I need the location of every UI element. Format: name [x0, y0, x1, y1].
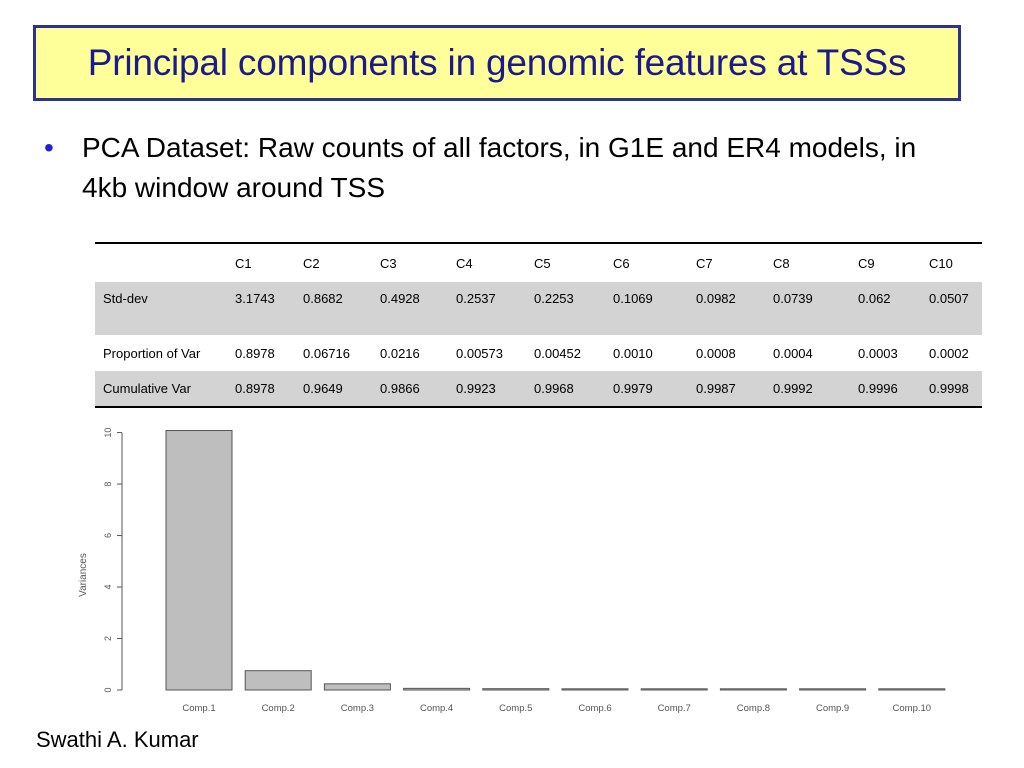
table-header-cell: C2	[303, 255, 320, 271]
table-cell: 0.2537	[448, 282, 526, 335]
table-cell: 0.9968	[526, 371, 605, 407]
y-tick-label: 4	[103, 585, 113, 590]
table-header-cell: C1	[235, 255, 252, 271]
table-header-cell: C5	[534, 255, 551, 271]
table-cell: 3.1743	[227, 282, 295, 335]
table-cell: 0.9866	[372, 371, 448, 407]
x-category-label: Comp.1	[182, 703, 215, 714]
bullet-item: • PCA Dataset: Raw counts of all factors…	[44, 128, 974, 208]
y-tick-label: 0	[103, 687, 113, 692]
bar-comp-4	[403, 687, 471, 691]
table-header-cell: C4	[456, 255, 473, 271]
bullet-text: PCA Dataset: Raw counts of all factors, …	[82, 132, 917, 203]
x-category-label: Comp.3	[341, 703, 374, 714]
x-category-label: Comp.8	[737, 703, 770, 714]
title-box: Principal components in genomic features…	[33, 25, 961, 101]
table-cell: 0.9923	[448, 371, 526, 407]
table-cell: Cumulative Var	[95, 371, 227, 407]
table-cell: 0.9998	[921, 371, 982, 407]
x-category-label: Comp.7	[658, 703, 691, 714]
x-category-label: Comp.4	[420, 703, 453, 714]
y-axis-label: Variances	[78, 553, 89, 597]
table-cell: 0.06716	[303, 345, 350, 361]
table-header-cell	[95, 243, 227, 282]
bar-comp-8	[719, 688, 787, 691]
bar-comp-9	[799, 688, 867, 691]
table-row: Std-dev 3.1743 0.8682 0.4928 0.2537 0.22…	[95, 282, 982, 335]
bar-comp-2	[244, 670, 312, 691]
table-header-cell: C9	[858, 255, 875, 271]
table-cell: 0.0982	[688, 282, 765, 335]
table-cell: 0.8682	[295, 282, 372, 335]
table-cell: 0.00573	[456, 345, 503, 361]
variance-bar-chart: 0 2 4 6 8 10 Variances Comp.1 Comp.2 Comp.3 Comp.4…	[78, 428, 946, 714]
table-cell: 0.9979	[605, 371, 688, 407]
slide-title: Principal components in genomic features…	[87, 42, 907, 83]
bar-comp-6	[561, 688, 629, 691]
bar-comp-7	[640, 688, 708, 691]
table-cell: Std-dev	[95, 282, 227, 335]
table-cell: 0.2253	[526, 282, 605, 335]
table-cell: 0.8978	[235, 345, 275, 361]
table-cell: 0.0008	[696, 345, 736, 361]
bar-comp-5	[482, 688, 550, 691]
y-tick-label: 6	[103, 533, 113, 538]
table-row: Proportion of Var 0.8978 0.06716 0.0216 …	[95, 335, 982, 371]
table-header-cell: C6	[613, 255, 630, 271]
table-cell: 0.1069	[605, 282, 688, 335]
bullet-dot-icon: •	[44, 132, 54, 163]
x-category-label: Comp.10	[893, 703, 932, 714]
table-cell: 0.9996	[850, 371, 921, 407]
table-header-cell: C10	[929, 255, 953, 271]
table-cell: Proportion of Var	[103, 345, 201, 361]
table-cell: 0.0216	[380, 345, 420, 361]
bar-comp-1	[165, 430, 233, 691]
table-header-cell: C3	[380, 255, 397, 271]
table-cell: 0.0004	[773, 345, 813, 361]
table-cell: 0.0507	[921, 282, 982, 335]
table-cell: 0.0010	[613, 345, 653, 361]
table-header-cell: C8	[773, 255, 790, 271]
table-header-row: C1 C2 C3 C4 C5 C6 C7 C8 C9 C10	[95, 243, 982, 282]
table-cell: 0.00452	[534, 345, 581, 361]
pca-table: C1 C2 C3 C4 C5 C6 C7 C8 C9 C10 Std-dev 3…	[95, 242, 982, 408]
table-cell: 0.9649	[295, 371, 372, 407]
table-header-cell: C7	[696, 255, 713, 271]
table-cell: 0.062	[850, 282, 921, 335]
x-category-label: Comp.6	[578, 703, 611, 714]
x-category-label: Comp.5	[499, 703, 532, 714]
y-tick-label: 8	[103, 482, 113, 487]
table-cell: 0.0002	[929, 345, 969, 361]
table-cell: 0.9992	[765, 371, 850, 407]
bar-comp-3	[323, 683, 391, 691]
footer-author: Swathi A. Kumar	[36, 727, 199, 752]
bar-comp-10	[878, 688, 946, 691]
table-cell: 0.8978	[227, 371, 295, 407]
y-tick-label: 2	[103, 636, 113, 641]
x-category-label: Comp.9	[816, 703, 849, 714]
table-cell: 0.9987	[688, 371, 765, 407]
y-tick-label: 10	[103, 428, 113, 438]
table-row: Cumulative Var 0.8978 0.9649 0.9866 0.99…	[95, 371, 982, 407]
table-cell: 0.4928	[372, 282, 448, 335]
table-cell: 0.0739	[765, 282, 850, 335]
x-category-label: Comp.2	[262, 703, 295, 714]
table-cell: 0.0003	[858, 345, 898, 361]
